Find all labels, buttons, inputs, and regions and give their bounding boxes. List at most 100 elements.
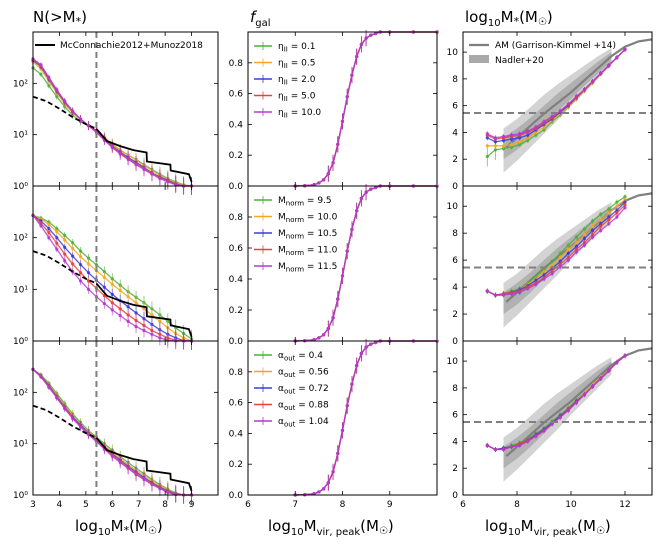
nm-series-0-point [110,277,114,281]
smhm-series-2-point [582,236,587,241]
nm-series-4-point [47,236,51,240]
y-tick-label: 0.6 [229,90,244,100]
nm-series-4-point [55,247,59,251]
smhm-series-0-point [615,200,619,204]
nm-series-2-line [32,368,192,496]
smhm-series-1-point [542,270,546,274]
y-tick-label: 10¹ [13,440,28,450]
y-tick-label: 0.2 [229,151,243,161]
y-tick-label: 10¹ [13,285,28,295]
x-tick-label: 8 [340,500,346,510]
smhm-series-2-point [493,140,497,144]
smhm-series-4-point [485,132,489,136]
nm-series-4-line [32,368,192,496]
nm-series-4-line [32,58,192,187]
nm-series-2-point [134,311,138,315]
y-tick-label: 8 [452,75,458,85]
nm-series-2-point [47,226,51,231]
smhm-series-4-point [566,258,570,262]
panel-frame [32,340,219,496]
smhm-series-2-point [501,138,506,143]
smhm-series-4-point [550,422,554,426]
panel-content [463,38,652,173]
nm-series-4-point [134,163,138,167]
nm-series-4-point [110,308,114,312]
nm-series-3-point [126,313,130,317]
fgal-series-4-point [326,327,330,331]
nm-series-4-point [47,75,51,80]
fgal-legend-1-label: αout = 0.56 [278,368,329,380]
fgal-series-4-point [340,119,345,123]
fgal-series-4-point [345,95,349,99]
y-tick-label: 4 [452,437,458,447]
smhm-series-1-point [485,144,489,148]
smhm-series-4-point [526,286,530,291]
reference-legend-label: McConnachie2012+Munoz2018 [60,41,203,51]
y-tick-label: 0.2 [229,460,243,470]
fgal-legend-4-label: αout = 1.04 [278,417,329,429]
fgal-series-4-point [359,42,363,46]
nm-series-1-point [55,230,59,234]
x-tick-label: 12 [619,500,630,510]
smhm-series-2-point [485,136,489,140]
smhm-series-4-point [485,443,489,448]
smhm-series-2-point [574,245,579,249]
nm-series-2-point [55,236,59,240]
x-tick-label: 7 [136,500,142,510]
nm-series-4-point [78,425,83,429]
smhm-series-2-point [518,136,522,140]
smhm-series-4-point [607,222,611,226]
nm-series-1-point [71,246,75,250]
fgal-series-4-point [355,55,359,59]
smhm-series-0-point [501,146,506,151]
smhm-series-4-point [574,401,579,405]
smhm-series-2-point [623,200,627,204]
y-tick-label: 0.6 [229,244,244,254]
x-tick-label: 5 [83,500,89,510]
smhm-series-4-point [591,235,595,239]
fgal-series-4-point [331,470,335,474]
smhm-series-4-point [542,120,546,124]
fgal-series-4-point [369,33,373,37]
nm-series-4-point [39,63,43,67]
smhm-series-0-point [599,212,603,216]
fgal-legend-1-label: Mnorm = 10.0 [278,213,338,225]
nadler-legend-label: Nadler+20 [495,56,544,66]
panel-content [463,347,652,482]
panel-fgal-2: 0.0 0.2 0.4 0.6 0.8 6 7 8 9 αout = 0.4 αout = 0.56… [229,339,439,510]
panel-frame [247,340,438,496]
nm-series-1-point [142,307,146,311]
smhm-series-1-point [566,247,570,251]
y-tick-label: 4 [452,283,458,293]
smhm-series-4-point [623,205,627,210]
fgal-series-4-point [359,196,363,200]
y-tick-label: 10⁰ [13,182,28,192]
smhm-series-4-point [534,282,538,286]
smhm-series-4-point [558,109,562,113]
smhm-series-4-point [493,136,497,140]
fgal-series-4-point [355,364,359,368]
smhm-series-4-point [599,228,603,233]
smhm-series-4-point [566,409,570,413]
nm-series-4-point [126,157,130,161]
smhm-series-2-point [591,228,595,233]
smhm-series-0-point [510,145,514,149]
smhm-series-0-point [534,274,538,278]
fgal-series-4-point [345,249,349,253]
nm-series-1-point [78,255,83,259]
x-tick-label: 4 [57,500,63,510]
nm-series-4-point [158,336,162,340]
nm-series-0-point [47,84,51,88]
panel-nm-2: 10⁰ 10¹ 10² 3 4 5 6 7 8 9 [13,340,219,510]
nm-series-3-point [63,252,67,256]
y-tick-label: 0.0 [229,491,244,501]
smhm-series-3-point [599,224,603,229]
smhm-series-1-point [599,218,603,222]
nm-series-4-point [158,487,162,491]
nm-series-4-point [166,180,170,184]
nm-series-4-point [142,167,146,172]
fgal-series-4-point [326,481,330,485]
smhm-series-1-point [510,142,514,147]
nm-series-4-point [47,385,51,389]
